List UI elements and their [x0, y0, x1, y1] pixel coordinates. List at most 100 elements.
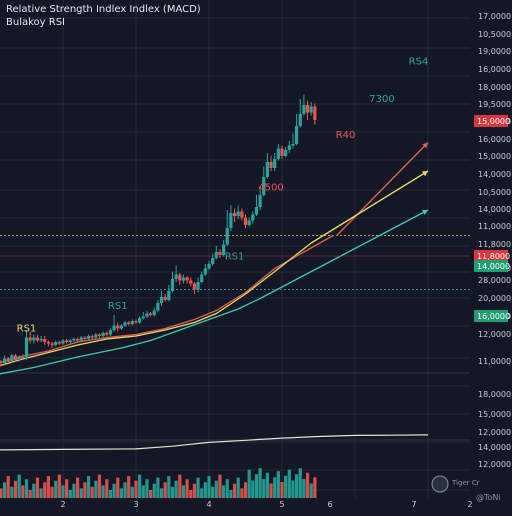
- chart-annotation: R40: [336, 130, 356, 141]
- candle-body[interactable]: [72, 339, 76, 341]
- candle-body[interactable]: [10, 355, 14, 362]
- candle-body[interactable]: [229, 213, 233, 228]
- candle-body[interactable]: [145, 313, 149, 317]
- trend-line-red[interactable]: [336, 142, 429, 236]
- candle-body[interactable]: [3, 358, 7, 364]
- candle-body[interactable]: [130, 321, 134, 324]
- candle-body[interactable]: [141, 316, 145, 319]
- candle-body[interactable]: [76, 339, 80, 341]
- candle-body[interactable]: [83, 337, 87, 340]
- candle-body[interactable]: [86, 336, 91, 339]
- candle-body[interactable]: [189, 280, 193, 284]
- candle-body[interactable]: [127, 322, 131, 325]
- candle-body[interactable]: [262, 177, 266, 195]
- candle-body[interactable]: [214, 252, 218, 258]
- candle-body[interactable]: [13, 355, 18, 361]
- y-tick-label: 28,0000: [478, 276, 511, 285]
- candle-body[interactable]: [54, 342, 58, 345]
- candle-body[interactable]: [185, 277, 189, 281]
- candle-body[interactable]: [112, 325, 116, 331]
- candle-body[interactable]: [152, 310, 156, 316]
- candle-body[interactable]: [174, 274, 178, 280]
- candle-body[interactable]: [254, 207, 259, 215]
- candle-body[interactable]: [119, 325, 123, 329]
- trend-line-yellow[interactable]: [310, 170, 429, 244]
- candle-body[interactable]: [105, 333, 109, 335]
- candle-body[interactable]: [284, 150, 288, 156]
- candle-body[interactable]: [247, 220, 251, 226]
- candle-body[interactable]: [43, 339, 47, 342]
- candle-body[interactable]: [138, 318, 142, 323]
- candle-body[interactable]: [280, 148, 284, 157]
- candle-body[interactable]: [203, 268, 207, 275]
- candle-body[interactable]: [101, 333, 105, 336]
- candle-body[interactable]: [39, 339, 43, 341]
- candle-body[interactable]: [97, 334, 102, 337]
- candle-body[interactable]: [149, 313, 153, 316]
- candle-body[interactable]: [258, 195, 262, 207]
- candle-body[interactable]: [240, 211, 244, 218]
- candle-body[interactable]: [17, 357, 21, 360]
- candle-body[interactable]: [163, 297, 167, 300]
- candle-body[interactable]: [108, 330, 113, 335]
- candle-body[interactable]: [251, 214, 255, 221]
- moving-average-red: [0, 234, 334, 364]
- candle-body[interactable]: [200, 274, 204, 283]
- candle-body[interactable]: [309, 106, 313, 113]
- trend-arrowhead: [422, 171, 428, 177]
- candle-body[interactable]: [156, 303, 160, 311]
- candle-body[interactable]: [273, 159, 277, 168]
- candle-body[interactable]: [225, 228, 229, 245]
- candle-body[interactable]: [57, 342, 61, 344]
- candle-body[interactable]: [134, 321, 138, 323]
- candle-body[interactable]: [181, 277, 186, 281]
- candle-body[interactable]: [302, 105, 306, 114]
- candle-body[interactable]: [46, 342, 50, 344]
- candle-body[interactable]: [287, 145, 291, 151]
- volume-bar: [211, 486, 215, 498]
- y-tick-label: 12,0000: [478, 460, 511, 469]
- candle-body[interactable]: [291, 144, 295, 146]
- candle-body[interactable]: [236, 211, 240, 217]
- volume-bar: [6, 476, 10, 498]
- candle-body[interactable]: [167, 291, 171, 300]
- candle-body[interactable]: [159, 297, 164, 303]
- candle-body[interactable]: [0, 361, 3, 364]
- candle-body[interactable]: [313, 106, 317, 121]
- candle-body[interactable]: [178, 274, 182, 281]
- candle-body[interactable]: [6, 358, 10, 362]
- candle-body[interactable]: [21, 357, 25, 359]
- candle-body[interactable]: [232, 213, 237, 216]
- trend-line-teal[interactable]: [259, 209, 429, 300]
- candle-body[interactable]: [243, 217, 248, 226]
- candle-body[interactable]: [28, 337, 32, 341]
- candle-body[interactable]: [298, 114, 302, 126]
- volume-average-line: [0, 434, 429, 451]
- candle-body[interactable]: [116, 325, 120, 329]
- candle-body[interactable]: [61, 340, 65, 344]
- candle-body[interactable]: [211, 258, 215, 264]
- candle-body[interactable]: [192, 283, 196, 290]
- candle-body[interactable]: [218, 252, 222, 255]
- candle-body[interactable]: [196, 282, 200, 290]
- candle-body[interactable]: [123, 322, 127, 326]
- candle-body[interactable]: [276, 148, 280, 160]
- candle-body[interactable]: [68, 340, 72, 343]
- candle-body[interactable]: [305, 105, 310, 113]
- candle-body[interactable]: [79, 337, 83, 341]
- candle-body[interactable]: [207, 264, 211, 269]
- candle-body[interactable]: [94, 334, 98, 338]
- candle-body[interactable]: [35, 337, 40, 341]
- candle-body[interactable]: [24, 337, 29, 359]
- candle-body[interactable]: [295, 126, 299, 144]
- candle-body[interactable]: [265, 162, 269, 177]
- candle-body[interactable]: [222, 244, 226, 256]
- candle-body[interactable]: [90, 336, 94, 338]
- candle-body[interactable]: [170, 279, 175, 291]
- candle-body[interactable]: [50, 343, 54, 346]
- candle-body[interactable]: [32, 337, 36, 341]
- candle-body[interactable]: [65, 340, 69, 343]
- candle-body[interactable]: [269, 162, 273, 168]
